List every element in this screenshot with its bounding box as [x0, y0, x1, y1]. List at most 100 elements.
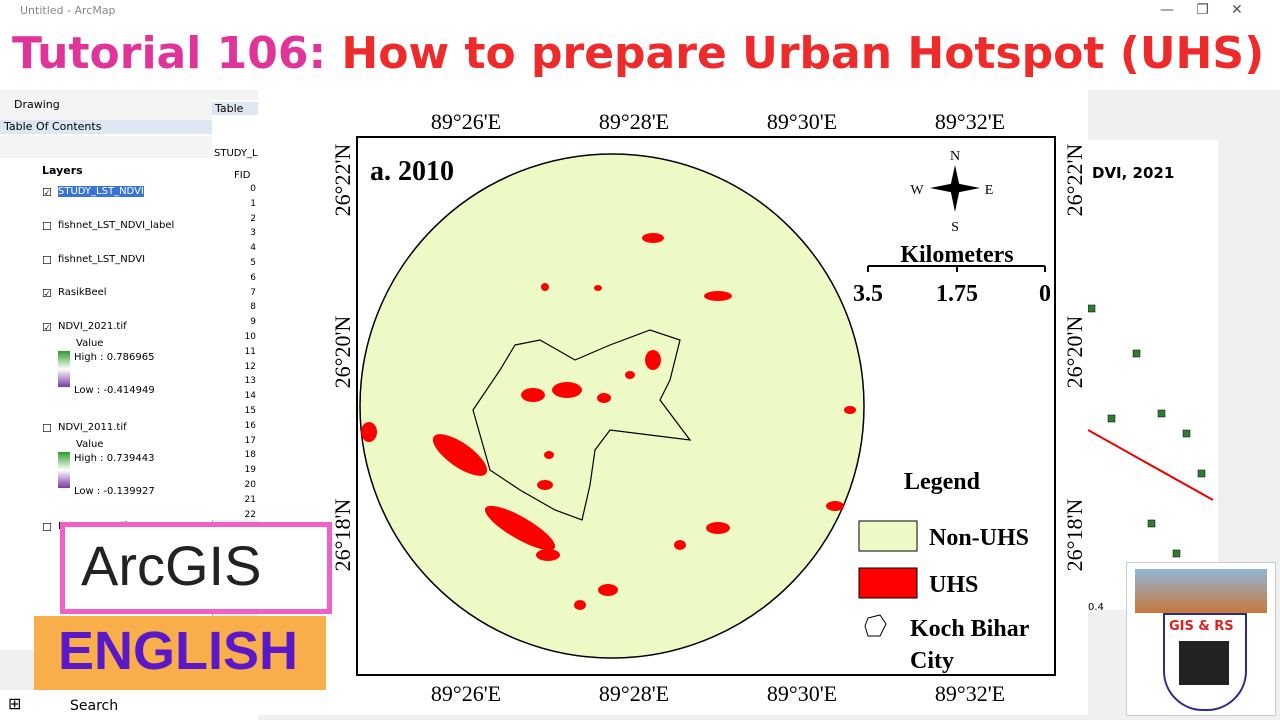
x-label-top: 89°28'E: [599, 109, 669, 134]
table-layer: STUDY_L: [214, 148, 258, 159]
legend-high: High : 0.786965: [74, 352, 155, 363]
table-cell: 20: [244, 480, 256, 490]
table-cell: 5: [250, 258, 256, 268]
brand-shield: GIS & RS: [1163, 613, 1247, 711]
table-column: FID: [234, 170, 251, 181]
scale-tick-label: 1.75: [936, 281, 978, 307]
legend-item: Koch Bihar City: [910, 616, 1029, 674]
legend-swatch-non-uhs: [858, 520, 918, 552]
legend-swatch-city: [864, 614, 887, 637]
title-bar: Untitled - ArcMap — ❐ ✕: [0, 0, 1280, 22]
layer-name: RasikBeel: [58, 287, 107, 298]
banner-text: Tutorial 106: How to prepare Urban Hotsp…: [12, 28, 1264, 79]
table-cell: 13: [244, 376, 256, 387]
table-cell: 14: [244, 391, 256, 402]
ramp: [58, 351, 70, 387]
chart-tick: 0.4: [1088, 602, 1104, 613]
north-s: S: [951, 220, 959, 235]
legend-field: Value: [76, 439, 104, 450]
drawing-menu[interactable]: Drawing: [14, 98, 60, 111]
chart-panel: DVI, 2021 0.4: [1088, 140, 1218, 613]
table-cell: 9: [250, 317, 256, 328]
toc-checkbox: ☐: [42, 422, 52, 435]
window-title: Untitled - ArcMap: [20, 4, 116, 17]
city-boundary: [472, 329, 692, 521]
toc-tools: [0, 136, 212, 158]
toc-root: Layers: [42, 164, 83, 177]
language-badge: ENGLISH: [34, 616, 326, 690]
ramp: [58, 452, 70, 488]
table-cell: 22: [244, 509, 256, 520]
layer-name: STUDY_LST_NDVI: [58, 186, 144, 197]
brand-logo: GIS & RS: [1126, 562, 1276, 716]
chart-title: DVI, 2021: [1092, 164, 1175, 182]
uhs-patches: [361, 233, 856, 610]
north-e: E: [985, 183, 994, 198]
panel-label: a. 2010: [370, 156, 454, 187]
toc-checkbox: ☑: [42, 186, 52, 199]
layer-name: NDVI_2011.tif: [58, 422, 127, 433]
brand-image: [1135, 569, 1267, 613]
table-cell: 12: [244, 361, 256, 372]
table-cell: 18: [244, 450, 256, 461]
window-controls[interactable]: — ❐ ✕: [1160, 2, 1243, 18]
study-area: [359, 153, 865, 659]
scale-unit: Kilometers: [900, 242, 1013, 268]
search-box[interactable]: Search: [70, 698, 119, 714]
scatter-preview: [1088, 304, 1214, 588]
taskbar: ⊞ Search: [0, 690, 258, 720]
brand-icon: [1179, 641, 1229, 685]
legend-title: Legend: [904, 469, 981, 495]
table-cell: 10: [244, 332, 256, 342]
brand-text: GIS & RS: [1169, 619, 1234, 634]
table-cell: 16: [244, 420, 256, 431]
legend-item: UHS: [929, 572, 978, 598]
legend-field: Value: [76, 338, 104, 349]
y-label-left: 26°18'N: [330, 499, 355, 572]
scale-tick-label: 0: [1039, 281, 1051, 307]
banner: Tutorial 106: How to prepare Urban Hotsp…: [0, 22, 1280, 90]
table-cell: 0: [250, 184, 256, 194]
toc-checkbox: ☑: [42, 321, 52, 334]
x-label-top: 89°26'E: [431, 109, 501, 134]
scale-bar: [867, 265, 1046, 272]
table-cell: 21: [244, 494, 256, 505]
table-cell: 15: [244, 406, 256, 416]
table-cell: 6: [250, 272, 256, 283]
toc-checkbox: ☐: [42, 254, 52, 267]
table-window: Table STUDY_L FID 0 1 2 3 4 5 6 7 8 9 10 11 12 13 14 15…: [212, 100, 261, 520]
legend-high: High : 0.739443: [74, 453, 155, 464]
arcgis-text: ArcGIS: [81, 534, 262, 597]
legend-item: Non-UHS: [929, 525, 1029, 551]
x-label-bottom: 89°30'E: [767, 681, 837, 706]
x-label-top: 89°32'E: [935, 109, 1005, 134]
layer-name: NDVI_2021.tif: [58, 321, 127, 332]
y-label-right: 26°20'N: [1062, 316, 1087, 389]
y-label-right: 26°22'N: [1062, 144, 1087, 217]
table-cell: 4: [250, 243, 256, 254]
table-cell: 19: [244, 465, 256, 476]
table-title: Table: [212, 102, 261, 115]
map: a. 2010 89°26'E 89°26'E 89°28'E 89°28'E 89°3…: [330, 109, 1087, 706]
x-label-top: 89°30'E: [767, 109, 837, 134]
table-cell: 11: [244, 346, 256, 357]
legend-low: Low : -0.414949: [74, 385, 155, 396]
table-cell: 17: [244, 435, 256, 446]
layer-name: fishnet_LST_NDVI_label: [58, 220, 175, 231]
x-label-bottom: 89°28'E: [599, 681, 669, 706]
table-cell: 8: [250, 302, 256, 313]
map-layout: a. 2010 89°26'E 89°26'E 89°28'E 89°28'E 89°3…: [258, 85, 1088, 715]
banner-prefix: Tutorial 106:: [12, 28, 327, 79]
scale-tick-label: 3.5: [853, 281, 883, 307]
north-w: W: [910, 183, 924, 198]
toc-checkbox: ☐: [42, 521, 52, 534]
table-cell: 2: [250, 213, 256, 224]
start-button[interactable]: ⊞: [8, 694, 22, 713]
x-label-bottom: 89°26'E: [431, 681, 501, 706]
toc-title: Table Of Contents: [0, 120, 216, 134]
north-arrow: N E S W: [910, 149, 993, 235]
y-label-left: 26°20'N: [330, 316, 355, 389]
north-n: N: [950, 149, 960, 164]
legend-swatch-uhs: [858, 567, 918, 599]
